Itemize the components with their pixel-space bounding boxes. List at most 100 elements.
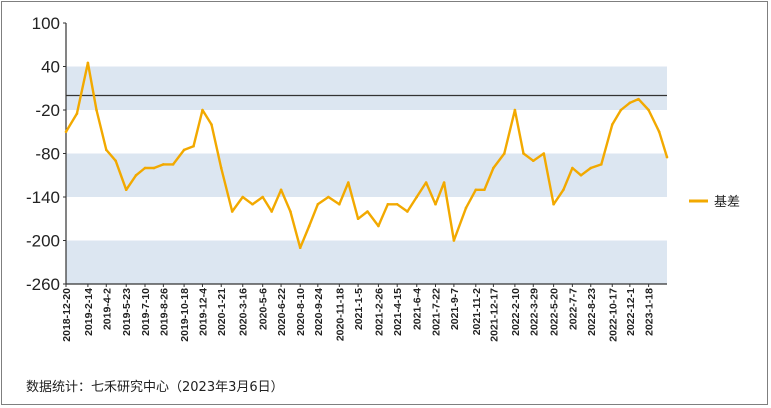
y-tick-label-6: -260 bbox=[26, 275, 60, 294]
data-point bbox=[316, 202, 320, 206]
x-tick-label-18: 2021-6-4 bbox=[412, 288, 424, 330]
y-tick-label-0: 100 bbox=[32, 14, 60, 33]
data-point bbox=[503, 152, 506, 155]
x-tick-label-28: 2022-10-17 bbox=[607, 288, 619, 342]
data-point bbox=[95, 108, 98, 112]
data-point bbox=[219, 166, 223, 170]
data-point bbox=[474, 188, 478, 192]
background-band-1 bbox=[66, 153, 667, 197]
data-point bbox=[579, 173, 583, 177]
data-point bbox=[152, 166, 156, 170]
data-point bbox=[86, 61, 90, 65]
data-point bbox=[261, 195, 264, 199]
series-layer bbox=[64, 61, 669, 250]
data-point bbox=[143, 166, 147, 170]
data-point bbox=[124, 188, 128, 192]
legend-label: 基差 bbox=[714, 195, 740, 210]
data-point bbox=[171, 163, 175, 166]
data-point bbox=[347, 181, 350, 184]
data-point bbox=[542, 152, 546, 155]
data-point bbox=[442, 181, 446, 184]
data-point bbox=[637, 97, 640, 101]
data-point bbox=[610, 123, 614, 126]
background-band-2 bbox=[66, 240, 667, 284]
data-point bbox=[665, 155, 669, 159]
data-point bbox=[434, 202, 437, 206]
data-point bbox=[531, 159, 535, 163]
legend: 基差 bbox=[689, 195, 740, 210]
data-point bbox=[424, 181, 428, 184]
data-point bbox=[327, 195, 330, 199]
x-tick-label-8: 2020-1-21 bbox=[216, 288, 228, 336]
x-tick-label-21: 2021-11-2 bbox=[471, 288, 483, 335]
data-point bbox=[192, 144, 195, 148]
data-point bbox=[464, 206, 468, 210]
data-point bbox=[406, 210, 409, 213]
data-point bbox=[298, 246, 302, 250]
data-point bbox=[628, 101, 632, 105]
data-point bbox=[251, 202, 254, 206]
data-point bbox=[395, 202, 399, 206]
x-tick-label-12: 2020-8-10 bbox=[295, 288, 307, 336]
x-tick-label-7: 2019-12-4 bbox=[197, 288, 209, 336]
data-point bbox=[270, 210, 273, 213]
data-point bbox=[230, 210, 234, 213]
x-tick-label-14: 2020-11-18 bbox=[334, 288, 346, 341]
x-tick-label-3: 2019-5-23 bbox=[121, 288, 133, 336]
data-point bbox=[114, 159, 117, 163]
x-tick-label-20: 2021-9-7 bbox=[449, 288, 461, 330]
x-tick-label-25: 2022-5-20 bbox=[549, 288, 561, 336]
data-point bbox=[75, 112, 79, 115]
x-tick-label-6: 2019-10-18 bbox=[179, 288, 191, 342]
data-point bbox=[492, 166, 495, 170]
x-tick-label-27: 2022-8-23 bbox=[586, 288, 598, 336]
data-point bbox=[600, 163, 603, 166]
x-tick-label-17: 2021-4-15 bbox=[392, 288, 404, 336]
data-point bbox=[338, 202, 341, 206]
x-tick-label-23: 2022-2-10 bbox=[510, 288, 522, 336]
source-note: 数据统计：七禾研究中心（2023年3月6日） bbox=[26, 380, 284, 395]
data-point bbox=[377, 224, 380, 228]
data-point bbox=[182, 148, 186, 152]
data-point bbox=[386, 202, 390, 206]
x-tick-label-26: 2022-7-7 bbox=[567, 288, 579, 330]
background-band-0 bbox=[66, 66, 667, 110]
y-tick-label-4: -140 bbox=[26, 188, 60, 207]
x-tick-label-24: 2022-3-29 bbox=[528, 288, 540, 336]
x-tick-label-30: 2023-1-18 bbox=[644, 288, 656, 336]
x-tick-label-0: 2018-12-20 bbox=[61, 288, 73, 342]
data-point bbox=[619, 108, 623, 112]
data-point bbox=[571, 166, 574, 170]
data-point bbox=[589, 166, 593, 170]
x-tick-label-16: 2021-2-26 bbox=[373, 288, 385, 336]
data-point bbox=[483, 188, 486, 192]
data-point bbox=[522, 152, 525, 155]
x-axis-ticks: 2018-12-20 2019-2-14 2019-4-2 2019-5-23 2019… bbox=[61, 284, 656, 342]
data-point bbox=[64, 130, 68, 134]
x-tick-label-22: 2021-12-17 bbox=[488, 288, 500, 342]
data-point bbox=[657, 130, 661, 134]
x-tick-label-11: 2020-6-22 bbox=[276, 288, 288, 336]
y-tick-label-5: -200 bbox=[26, 232, 60, 251]
data-point bbox=[289, 210, 292, 213]
data-point bbox=[307, 224, 311, 228]
x-tick-label-19: 2021-7-22 bbox=[431, 288, 443, 336]
data-point bbox=[104, 148, 108, 152]
x-tick-label-10: 2020-5-6 bbox=[258, 288, 270, 330]
data-point bbox=[552, 202, 555, 206]
y-tick-label-1: 40 bbox=[41, 58, 60, 77]
data-point bbox=[356, 217, 360, 221]
x-tick-label-15: 2021-1-5 bbox=[353, 288, 365, 330]
data-point bbox=[562, 188, 565, 192]
x-tick-label-29: 2022-12-1 bbox=[625, 288, 637, 336]
data-point bbox=[241, 195, 245, 199]
data-point bbox=[452, 239, 456, 242]
data-point bbox=[201, 108, 204, 112]
data-point bbox=[162, 163, 165, 166]
data-point bbox=[210, 123, 213, 126]
data-point bbox=[366, 210, 369, 213]
data-point bbox=[415, 195, 419, 199]
x-tick-label-5: 2019-8-26 bbox=[158, 288, 170, 336]
x-tick-label-13: 2020-9-24 bbox=[313, 288, 325, 336]
